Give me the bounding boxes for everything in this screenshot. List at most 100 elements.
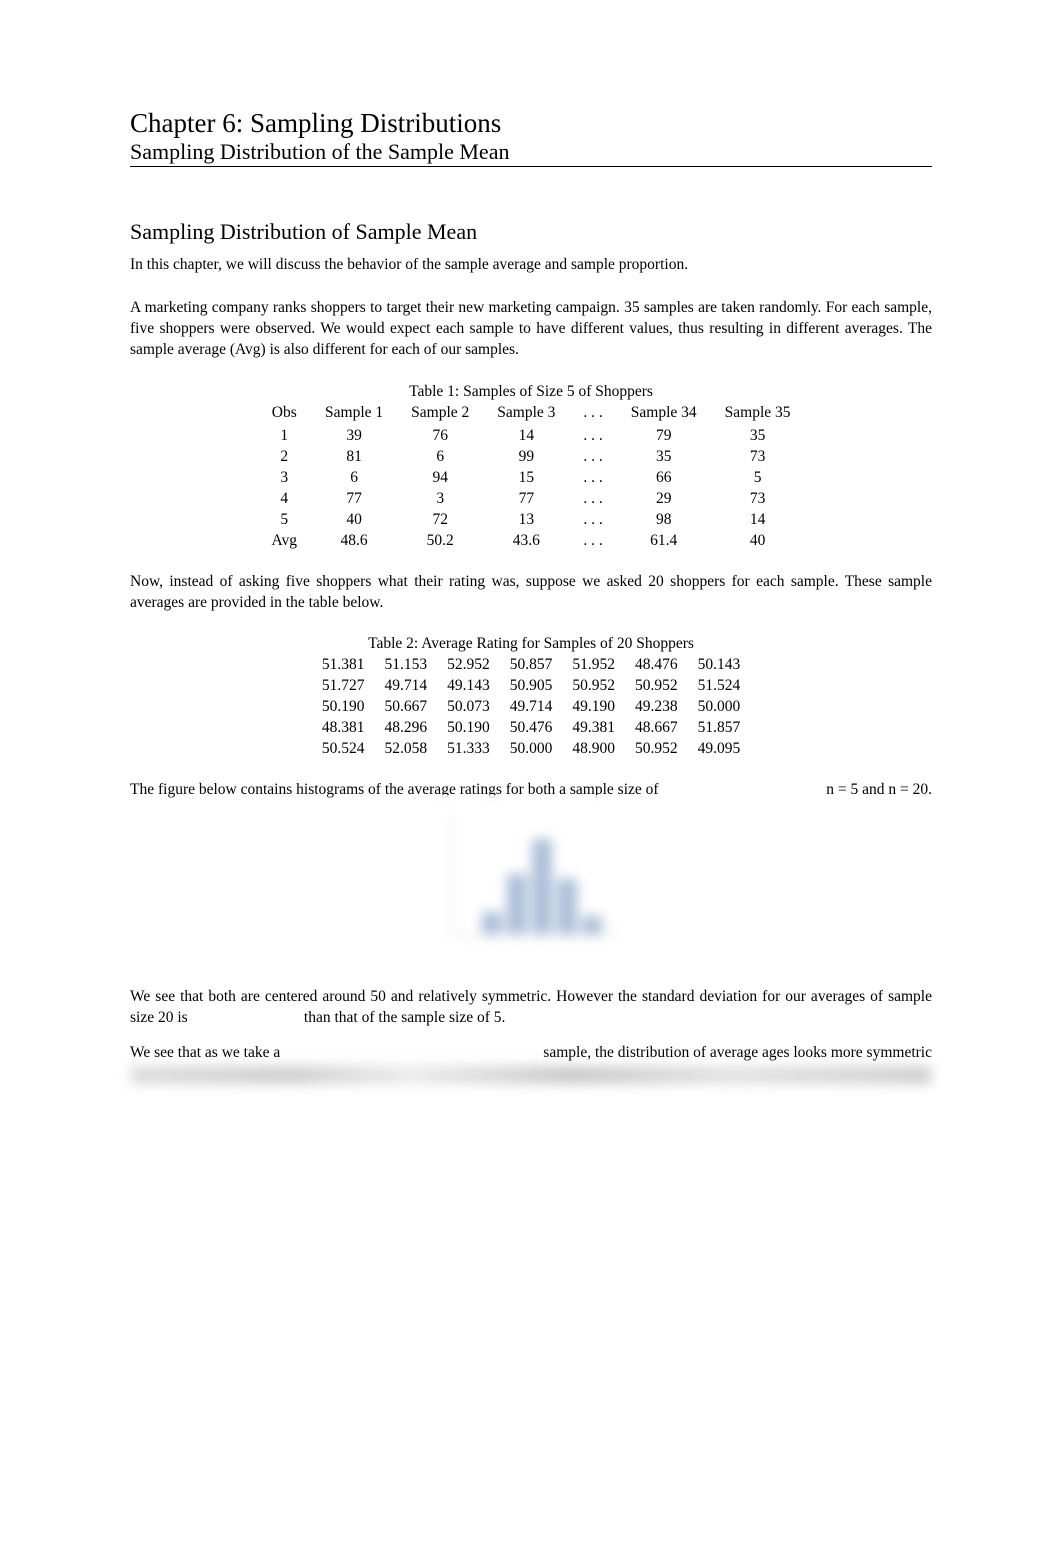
cell: 50.073 [437, 697, 500, 718]
section-heading: Sampling Distribution of Sample Mean [130, 219, 932, 245]
cell: 48.296 [374, 718, 437, 739]
cell: 49.714 [500, 697, 563, 718]
cell: 49.238 [625, 697, 688, 718]
document-page: Chapter 6: Sampling Distributions Sampli… [0, 0, 1062, 1561]
table-row: 50.524 52.058 51.333 50.000 48.900 50.95… [312, 739, 750, 760]
cell: 5 [257, 510, 311, 531]
histogram-figure [411, 805, 651, 965]
cell: 5 [711, 468, 805, 489]
table-row: 51.381 51.153 52.952 50.857 51.952 48.47… [312, 655, 750, 676]
table1-caption: Table 1: Samples of Size 5 of Shoppers [130, 383, 932, 401]
cell: 29 [617, 489, 711, 510]
table1-header-row: Obs Sample 1 Sample 2 Sample 3 . . . Sam… [257, 403, 804, 426]
larger-sample-paragraph: We see that as we take a sample, the dis… [130, 1043, 932, 1064]
table1-avg-row: Avg 48.6 50.2 43.6 . . . 61.4 40 [257, 531, 804, 552]
cell: 50.905 [500, 676, 563, 697]
cell: 73 [711, 489, 805, 510]
table1-col-s1: Sample 1 [311, 403, 397, 426]
cell: 50.2 [397, 531, 483, 552]
chapter-subtitle: Sampling Distribution of the Sample Mean [130, 139, 932, 167]
cell: 51.524 [688, 676, 751, 697]
cell: 66 [617, 468, 711, 489]
cell: 13 [483, 510, 569, 531]
blur-strip [130, 1066, 932, 1084]
table1: Obs Sample 1 Sample 2 Sample 3 . . . Sam… [257, 403, 804, 551]
table2-caption: Table 2: Average Rating for Samples of 2… [130, 635, 932, 653]
cell: 61.4 [617, 531, 711, 552]
cell: 99 [483, 447, 569, 468]
cell: 76 [397, 426, 483, 447]
cell: . . . [569, 426, 616, 447]
cell: 50.000 [688, 697, 751, 718]
cell: 77 [483, 489, 569, 510]
cell: 50.190 [437, 718, 500, 739]
table-row: 51.727 49.714 49.143 50.905 50.952 50.95… [312, 676, 750, 697]
cell: 52.058 [374, 739, 437, 760]
cell: 49.143 [437, 676, 500, 697]
cell: 50.952 [625, 676, 688, 697]
table-row: 5 40 72 13 . . . 98 14 [257, 510, 804, 531]
cell: 51.857 [688, 718, 751, 739]
cell: 94 [397, 468, 483, 489]
cell: 48.381 [312, 718, 375, 739]
cell: 77 [311, 489, 397, 510]
table1-col-s34: Sample 34 [617, 403, 711, 426]
table1-col-s2: Sample 2 [397, 403, 483, 426]
table1-col-s3: Sample 3 [483, 403, 569, 426]
cell: 51.952 [562, 655, 625, 676]
cell: 49.190 [562, 697, 625, 718]
para-last-a: We see that as we take a [130, 1043, 280, 1064]
cell: 15 [483, 468, 569, 489]
para-after-table1: Now, instead of asking five shoppers wha… [130, 572, 932, 614]
cell: 51.333 [437, 739, 500, 760]
cell: 6 [397, 447, 483, 468]
cell: 50.000 [500, 739, 563, 760]
para-last-b: sample, the distribution of average ages… [543, 1043, 932, 1064]
cell: 81 [311, 447, 397, 468]
table-row: 48.381 48.296 50.190 50.476 49.381 48.66… [312, 718, 750, 739]
cell: 50.952 [562, 676, 625, 697]
table-row: 50.190 50.667 50.073 49.714 49.190 49.23… [312, 697, 750, 718]
chapter-title: Chapter 6: Sampling Distributions [130, 108, 932, 139]
cell: Avg [257, 531, 311, 552]
cell: 4 [257, 489, 311, 510]
table2: 51.381 51.153 52.952 50.857 51.952 48.47… [312, 655, 750, 760]
table1-col-obs: Obs [257, 403, 311, 426]
cell: 50.524 [312, 739, 375, 760]
cell: 72 [397, 510, 483, 531]
cell: 14 [711, 510, 805, 531]
cell: 50.857 [500, 655, 563, 676]
fig-para-tail: n = 5 and n = 20. [826, 780, 932, 801]
table-row: 1 39 76 14 . . . 79 35 [257, 426, 804, 447]
cell: 40 [311, 510, 397, 531]
figure-blur-overlay [401, 795, 661, 975]
table-row: 4 77 3 77 . . . 29 73 [257, 489, 804, 510]
cell: . . . [569, 510, 616, 531]
cell: 50.952 [625, 739, 688, 760]
table-row: 2 81 6 99 . . . 35 73 [257, 447, 804, 468]
cell: 79 [617, 426, 711, 447]
cell: 51.381 [312, 655, 375, 676]
cell: 48.667 [625, 718, 688, 739]
cell: 14 [483, 426, 569, 447]
cell: 39 [311, 426, 397, 447]
table-row: 3 6 94 15 . . . 66 5 [257, 468, 804, 489]
cell: 50.667 [374, 697, 437, 718]
cell: . . . [569, 447, 616, 468]
cell: 43.6 [483, 531, 569, 552]
cell: 50.476 [500, 718, 563, 739]
setup-paragraph: A marketing company ranks shoppers to ta… [130, 298, 932, 361]
redacted-text-blur [130, 1062, 932, 1096]
cell: 3 [257, 468, 311, 489]
centered-observation-paragraph: We see that both are centered around 50 … [130, 987, 932, 1029]
cell: 48.6 [311, 531, 397, 552]
cell: 48.476 [625, 655, 688, 676]
cell: 98 [617, 510, 711, 531]
cell: 49.095 [688, 739, 751, 760]
cell: 35 [711, 426, 805, 447]
cell: 40 [711, 531, 805, 552]
table1-col-s35: Sample 35 [711, 403, 805, 426]
cell: 49.381 [562, 718, 625, 739]
intro-paragraph: In this chapter, we will discuss the beh… [130, 255, 932, 276]
cell: 50.190 [312, 697, 375, 718]
